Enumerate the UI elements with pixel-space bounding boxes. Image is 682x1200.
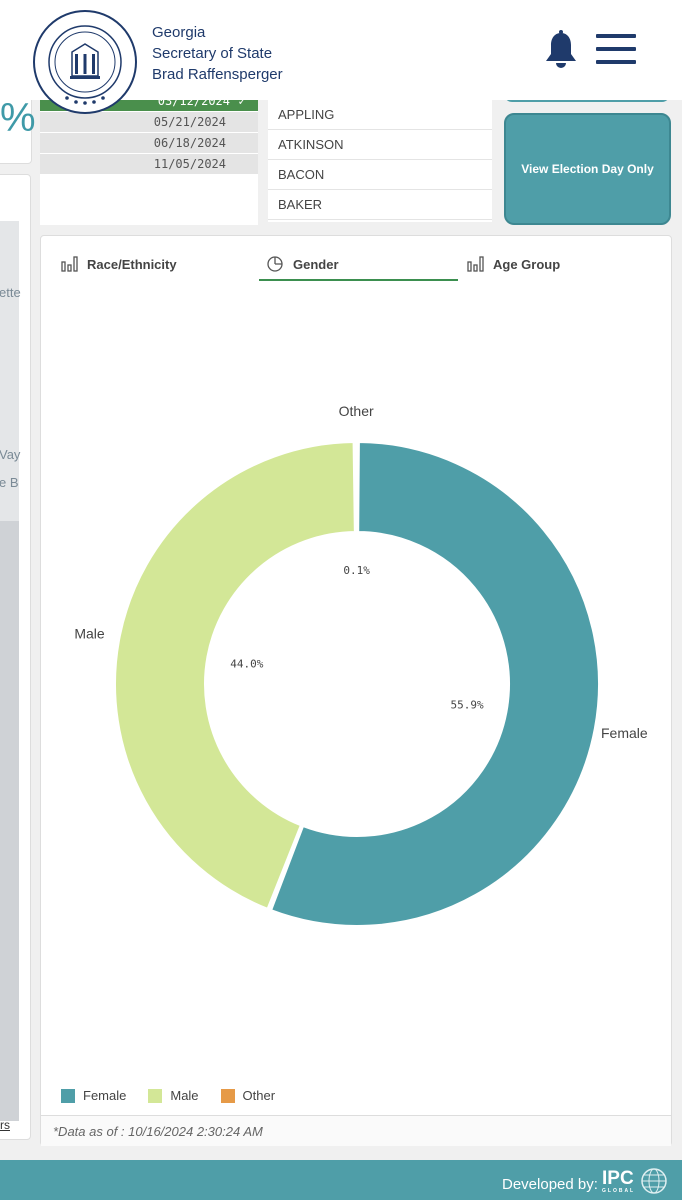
bar-chart-icon [61, 256, 78, 272]
demographics-panel: Race/Ethnicity Gender Age Group 55.9% Fem… [40, 235, 672, 1146]
org-line-person: Brad Raffensperger [152, 66, 283, 83]
legend-item-male[interactable]: Male [148, 1088, 199, 1103]
tab-label: Race/Ethnicity [87, 256, 177, 272]
county-option[interactable]: BAKER [268, 190, 492, 220]
tab-race-ethnicity[interactable]: Race/Ethnicity [61, 246, 177, 282]
bar-chart-icon [467, 256, 484, 272]
legend-swatch [220, 1088, 235, 1103]
date-option[interactable]: 05/21/2024 [40, 112, 258, 132]
chart-legend: Female Male Other [61, 1088, 297, 1103]
category-label: Female [601, 725, 648, 741]
stat-percent-fragment: % [0, 96, 36, 140]
tab-label: Age Group [493, 256, 561, 272]
legend-label: Male [170, 1088, 199, 1103]
logo-text: IPC [602, 1168, 634, 1189]
globe-icon [641, 1168, 667, 1194]
category-label: Male [74, 626, 105, 642]
donut-slice-female[interactable] [270, 441, 600, 927]
tab-label: Gender [293, 256, 339, 272]
tab-age-group[interactable]: Age Group [467, 246, 560, 282]
org-line-office: Secretary of State [152, 45, 273, 62]
map-place-label: ette [0, 285, 21, 300]
date-option[interactable]: 11/05/2024 [40, 154, 258, 174]
category-label: Other [339, 403, 374, 419]
view-election-day-button[interactable]: View Election Day Only [504, 113, 671, 225]
site-header: Georgia Secretary of State Brad Raffensp… [0, 0, 682, 114]
active-tab-indicator [259, 279, 458, 281]
value-label: 44.0% [230, 658, 263, 671]
pie-chart-icon [267, 256, 283, 272]
georgia-seal-logo [33, 10, 137, 114]
legend-label: Other [242, 1088, 276, 1103]
hamburger-menu-icon[interactable] [596, 34, 636, 66]
value-label: 55.9% [451, 699, 484, 712]
check-icon: ✓ [238, 94, 246, 108]
date-option[interactable]: 06/18/2024 [40, 133, 258, 153]
county-list: APPLING ATKINSON BACON BAKER [268, 100, 492, 222]
org-line-state: Georgia [152, 24, 206, 41]
ipc-logo[interactable]: IPC GLOBAL [602, 1168, 635, 1194]
legend-item-other[interactable]: Other [220, 1088, 276, 1103]
value-label: 0.1% [343, 564, 370, 577]
bell-icon[interactable] [543, 30, 579, 70]
county-option[interactable]: APPLING [268, 100, 492, 130]
map-card: ette Vay e B [0, 174, 31, 1140]
legend-label: Female [83, 1088, 127, 1103]
tab-gender[interactable]: Gender [267, 246, 339, 282]
map-attribution-link[interactable]: rs [0, 1118, 10, 1132]
county-map[interactable] [0, 221, 19, 1121]
legend-swatch [61, 1088, 75, 1103]
logo-subtext: GLOBAL [602, 1188, 636, 1194]
org-name: Georgia Secretary of State Brad Raffensp… [152, 22, 283, 85]
developed-by-label: Developed by: [502, 1176, 598, 1193]
donut-slice-male[interactable] [114, 441, 356, 910]
county-option[interactable]: BACON [268, 160, 492, 190]
data-timestamp: *Data as of : 10/16/2024 2:30:24 AM [41, 1115, 671, 1146]
county-option[interactable]: ATKINSON [268, 130, 492, 160]
legend-item-female[interactable]: Female [61, 1088, 126, 1103]
legend-swatch [148, 1088, 163, 1103]
footer-bar: Developed by: IPC GLOBAL [0, 1160, 682, 1200]
map-place-label: e B [0, 475, 19, 490]
map-place-label: Vay [0, 447, 21, 462]
gender-donut-chart: 55.9% Female 44.0% Male 0.1% Other [74, 403, 648, 927]
